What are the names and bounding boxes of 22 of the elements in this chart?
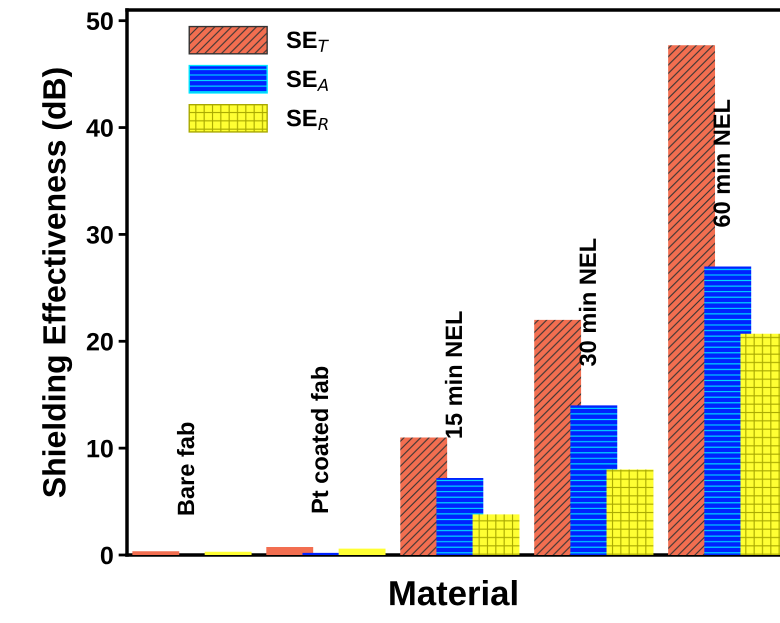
- legend-label: SE$_{A}$: [286, 70, 328, 91]
- x-tick-label: Pt coated fab: [310, 366, 328, 512]
- legend-label: SE$_{R}$: [286, 110, 328, 130]
- y-tick-label: 10: [88, 440, 113, 458]
- y-axis-title: Shielding Effectiveness (dB): [42, 68, 72, 498]
- x-tick-label: 60 min NEL: [712, 100, 730, 227]
- bar: [606, 470, 654, 555]
- y-tick-label: 40: [86, 119, 113, 137]
- bar: [338, 548, 386, 555]
- y-tick-label: 20: [86, 332, 113, 351]
- x-axis-title: Material: [390, 580, 517, 606]
- bar: [204, 552, 252, 555]
- bar: [266, 546, 314, 555]
- x-tick-label: 15 min NEL: [444, 311, 462, 438]
- bar: [472, 514, 520, 555]
- y-tick-label: 50: [86, 12, 113, 30]
- x-tick-label: 30 min NEL: [578, 238, 596, 366]
- bar: [132, 551, 180, 555]
- legend-label: SE$_{T}$: [286, 31, 329, 52]
- x-tick-label: Bare fab: [176, 422, 194, 515]
- y-tick-label: 30: [86, 226, 113, 244]
- y-tick-label: 0: [100, 546, 113, 564]
